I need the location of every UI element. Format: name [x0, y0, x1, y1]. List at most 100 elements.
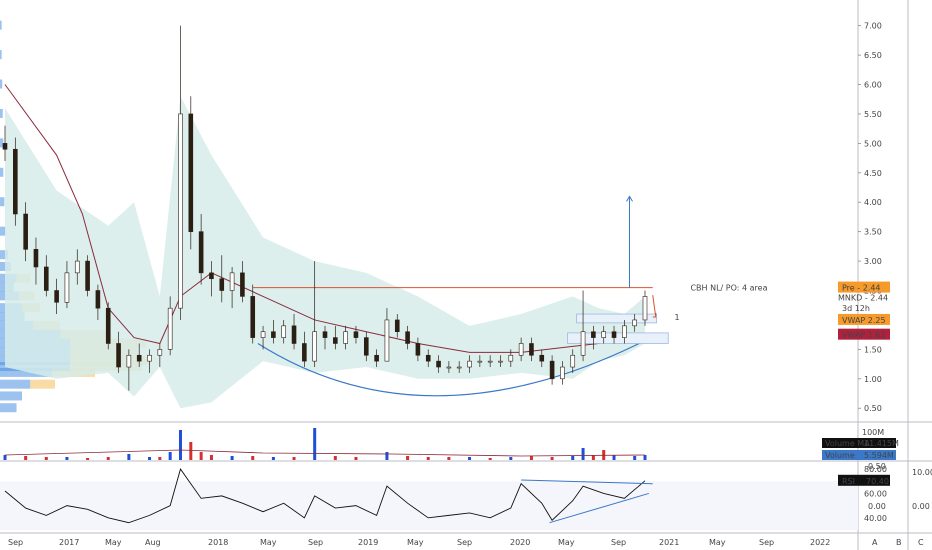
volume-tick-label: 100M [862, 428, 884, 437]
volume-bar [86, 458, 90, 460]
countdown-label: 3d 12h [842, 304, 870, 313]
vwap-badge-1-bg [838, 313, 890, 325]
candle-body [105, 307, 111, 344]
axis-mode-button[interactable]: A [872, 538, 878, 547]
axis-mode-button[interactable]: C [918, 538, 924, 547]
candle-body [394, 319, 400, 333]
price-tick-label: 1.00 [864, 375, 882, 384]
volume-ma-badge-bg [822, 438, 896, 448]
candle-body [570, 354, 576, 368]
candle-body [487, 360, 493, 363]
volume-bar [24, 456, 28, 460]
time-axis-label: 2022 [810, 538, 830, 547]
candle-body [178, 113, 183, 309]
volume-bar [44, 457, 48, 460]
volume-bar [612, 455, 616, 460]
axis-mode-button[interactable]: B [896, 538, 902, 547]
rsi-upper-trendline [521, 479, 653, 485]
time-axis-label: 2017 [59, 538, 79, 547]
volume-profile-bar-blue [0, 391, 22, 401]
rsi-tick-label: 80.00 [864, 465, 887, 474]
candle-body [23, 213, 28, 250]
volume-bar [313, 428, 317, 460]
price-tick-label: 4.50 [864, 169, 882, 178]
candle-body [302, 343, 307, 362]
candle-body [95, 290, 101, 309]
candle-body [363, 337, 369, 356]
volume-label: Volume [825, 451, 855, 460]
box-label: 1 [674, 313, 679, 322]
resistance-label: CBH NL/ PO: 4 area [690, 284, 767, 293]
time-axis-label: May [260, 538, 277, 547]
secondary-tick-label: 0.00 [868, 502, 886, 511]
candle-body [291, 325, 297, 344]
candle-body [54, 290, 59, 303]
vwap-line [4, 84, 646, 353]
volume-bar [509, 457, 513, 460]
pre-market-badge-bg [838, 281, 890, 293]
price-tick-label: 3.50 [864, 228, 882, 237]
time-axis-label: 2019 [358, 538, 378, 547]
candle-body [549, 360, 555, 380]
bollinger-band-area [5, 96, 645, 409]
volume-bar [333, 456, 337, 460]
candle-body [322, 331, 328, 338]
volume-bar [158, 457, 162, 460]
time-axis-label: 2020 [510, 538, 530, 547]
price-tick-label: 5.50 [864, 110, 882, 119]
candle-body [539, 354, 545, 362]
candle-body [13, 148, 18, 215]
time-axis-label: May [407, 538, 424, 547]
rsi-line [4, 468, 646, 524]
candle-body [374, 354, 379, 362]
volume-bar [3, 455, 7, 460]
tertiary-tick-label: 10.00 [912, 468, 932, 477]
volume-profile-bar-blue [0, 138, 4, 148]
candle-body [43, 266, 49, 291]
down-arrow-marker [652, 295, 657, 318]
tertiary-tick-label: 0.00 [912, 502, 930, 511]
target-arrow-head [626, 195, 633, 202]
candle-body [518, 343, 524, 356]
price-tick-label: 6.00 [864, 81, 882, 90]
volume-profile-bar-blue [0, 367, 53, 377]
cup-arc-curve [257, 334, 657, 397]
time-axis-label: Sep [759, 538, 774, 547]
time-axis-label: Sep [308, 538, 323, 547]
candle-body [260, 331, 266, 338]
volume-bar [106, 457, 110, 460]
candle-body [136, 354, 142, 362]
volume-bar [447, 457, 451, 460]
volume-bar [148, 457, 152, 460]
volume-bar [643, 455, 647, 460]
volume-profile-bar-orange [30, 379, 55, 389]
candle-body [415, 343, 421, 356]
secondary-tick-label: 0.50 [868, 462, 886, 471]
candle-body [33, 249, 39, 268]
consolidation-box-upper [576, 313, 658, 324]
candle-body [250, 296, 256, 338]
candle-body [591, 331, 596, 338]
candle-body [405, 331, 410, 344]
time-axis-label: Aug [145, 538, 161, 547]
price-tick-label: 7.00 [864, 22, 882, 31]
candle-body [333, 337, 338, 344]
volume-bar [292, 457, 296, 460]
pre-market-badge: Pre - 2.44 [842, 284, 881, 293]
volume-bar [426, 457, 430, 460]
time-axis-label: 2018 [208, 538, 228, 547]
vwap-badge-1: VWAP 2.25 [842, 316, 886, 325]
volume-bar [591, 455, 595, 460]
volume-ma-value: 11.415M [864, 439, 899, 448]
candle-body [126, 354, 132, 368]
rsi-tick-label: 60.00 [864, 489, 887, 498]
candle-body [85, 260, 90, 291]
volume-bar [178, 430, 182, 460]
candle-body [312, 331, 317, 362]
volume-profile-bar-blue [0, 20, 2, 30]
candle-body [229, 272, 235, 291]
volume-badge-bg [822, 450, 896, 460]
vwap-badge-2-bg [838, 328, 890, 340]
vwap-badge-2: VWAP 1.62 [842, 331, 886, 340]
